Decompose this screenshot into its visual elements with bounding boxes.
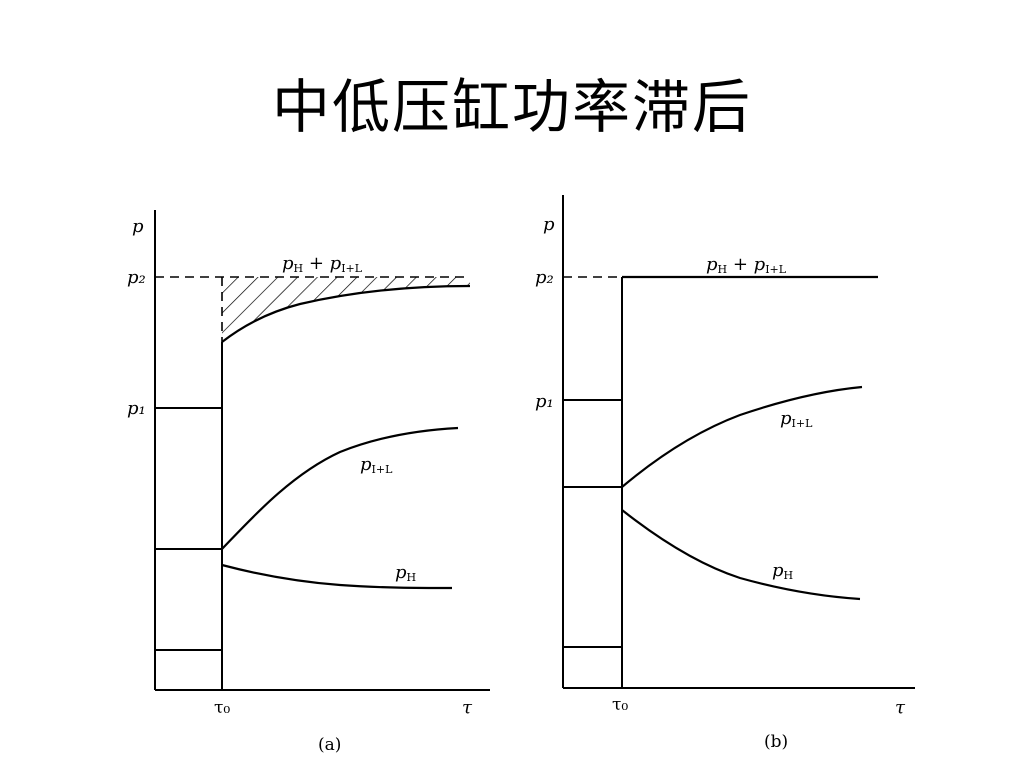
a-caption: (a) [318,735,341,755]
a-tick-p2: p₂ [127,267,146,288]
b-x-axis-label: τ [895,697,906,718]
b-caption: (b) [764,732,788,752]
b-curve-il [621,385,863,488]
a-curve-sum [221,284,471,343]
a-y-axis-label: p [132,216,144,237]
a-curve-il-label: pI+L [360,454,393,476]
b-curve-h-label: pH [772,560,793,582]
diagram-b: p p₂ p₁ τ₀ τ pH + pI+L pI+L pH (b) [535,195,915,752]
a-tick-p1: p₁ [127,398,146,419]
b-tick-t0: τ₀ [612,695,628,715]
slide-title: 中低压缸功率滞后 [271,73,752,141]
b-y-axis-label: p [543,214,555,235]
b-curve-h [621,509,861,601]
b-tick-p1: p₁ [535,391,554,412]
a-x-axis-label: τ [462,697,473,718]
a-tick-t0: τ₀ [214,698,230,718]
a-lag-hatched-area [222,277,470,342]
a-curve-h-label: pH [395,562,416,584]
a-curve-sum-label: pH + pI+L [282,253,363,275]
b-curve-il-label: pI+L [780,408,813,430]
a-curve-il [221,426,459,550]
b-tick-p2: p₂ [535,267,554,288]
diagram-a: p p₂ p₁ τ₀ τ pH + pI+L pI+L pH (a) [127,210,490,755]
b-curve-sum-label: pH + pI+L [706,254,787,276]
a-curve-h [221,563,453,590]
